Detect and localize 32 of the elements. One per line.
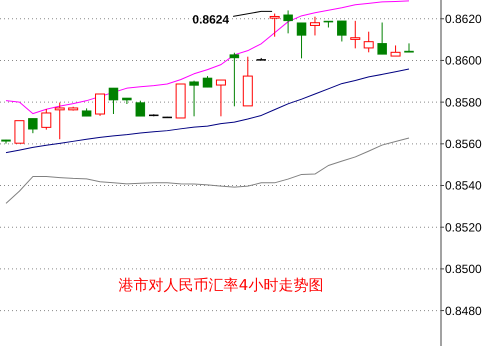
line-series — [6, 68, 410, 154]
candlestick — [108, 87, 118, 115]
candlestick — [283, 10, 293, 34]
y-tick-label: 0.8600 — [445, 54, 482, 68]
candlestick — [310, 16, 320, 36]
y-tick-label: 0.8580 — [445, 95, 482, 110]
candlestick — [216, 80, 226, 117]
candlestick — [377, 22, 387, 55]
text: 港市对人民币汇率4小时走势图 — [118, 276, 324, 294]
candlestick — [230, 52, 240, 107]
candlestick — [41, 108, 52, 130]
candlestick — [337, 20, 347, 42]
candlestick — [270, 13, 280, 38]
y-tick-label: 0.8500 — [445, 262, 482, 276]
candlestick — [54, 102, 65, 140]
candlestick — [95, 94, 106, 116]
candlestick — [296, 22, 306, 59]
y-tick-label: 0.8520 — [445, 220, 482, 234]
y-tick-label: 0.8540 — [445, 178, 482, 193]
candlestick — [189, 80, 199, 117]
y-tick-label: 0.8620 — [445, 12, 482, 26]
y-tick-label: 0.8560 — [445, 137, 482, 152]
candlestick — [364, 31, 374, 53]
candlestick — [28, 118, 38, 134]
y-tick-label: 0.8480 — [445, 304, 482, 318]
candlestick — [202, 76, 212, 88]
candlestick — [350, 20, 360, 49]
line-series — [6, 0, 410, 114]
annotation: 0.8624 — [192, 12, 230, 26]
candlestick — [390, 44, 401, 57]
candlestick — [136, 100, 146, 117]
candlestick — [14, 120, 24, 144]
